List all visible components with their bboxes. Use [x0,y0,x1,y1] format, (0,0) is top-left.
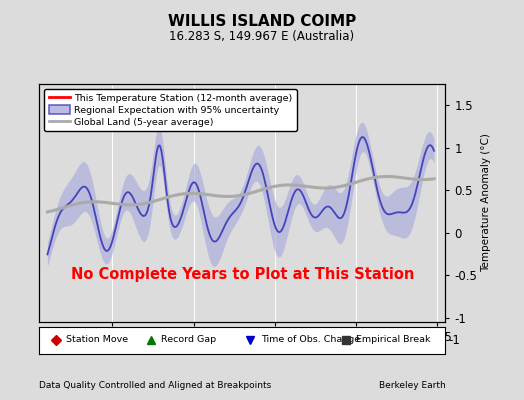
Text: Time of Obs. Change: Time of Obs. Change [260,335,360,344]
Text: Data Quality Controlled and Aligned at Breakpoints: Data Quality Controlled and Aligned at B… [39,381,271,390]
Y-axis label: Temperature Anomaly (°C): Temperature Anomaly (°C) [482,134,492,272]
Text: WILLIS ISLAND COIMP: WILLIS ISLAND COIMP [168,14,356,29]
Text: -1: -1 [448,334,460,347]
Text: 16.283 S, 149.967 E (Australia): 16.283 S, 149.967 E (Australia) [169,30,355,43]
Legend: This Temperature Station (12-month average), Regional Expectation with 95% uncer: This Temperature Station (12-month avera… [44,89,297,131]
Text: Station Move: Station Move [66,335,128,344]
Text: No Complete Years to Plot at This Station: No Complete Years to Plot at This Statio… [71,267,414,282]
Text: Empirical Break: Empirical Break [356,335,431,344]
Text: Berkeley Earth: Berkeley Earth [379,381,445,390]
Text: Record Gap: Record Gap [161,335,216,344]
